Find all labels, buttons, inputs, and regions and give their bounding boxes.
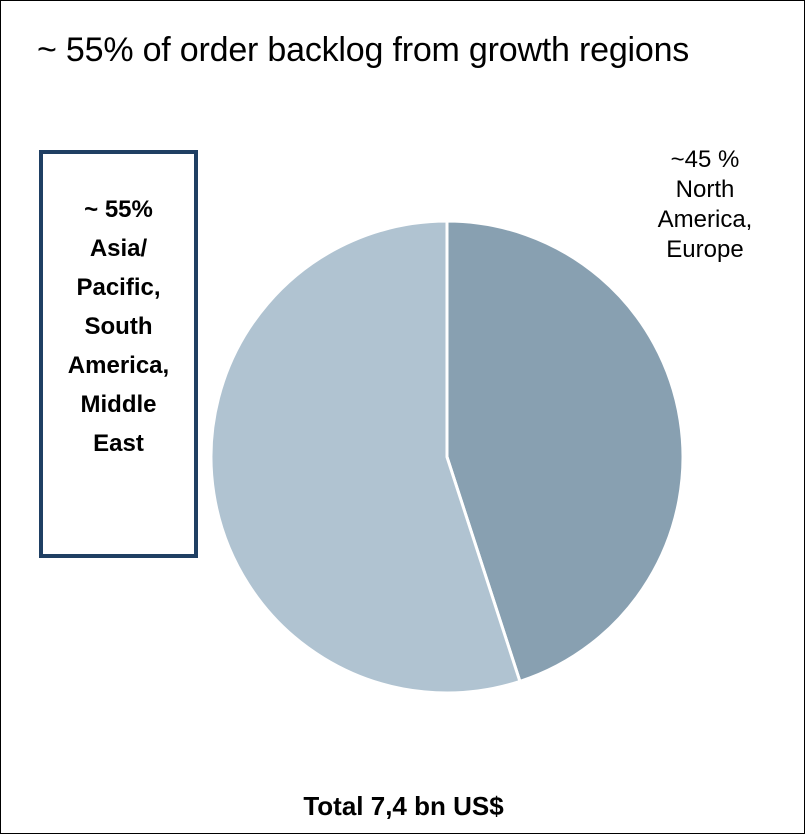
north-america-europe-label: ~45 % North America, Europe	[635, 145, 775, 265]
growth-regions-label-line: Middle	[80, 391, 157, 418]
pie-slice-growth-regions	[209, 219, 522, 695]
growth-regions-label-line: Pacific,	[76, 274, 161, 301]
slide-title: ~ 55% of order backlog from growth regio…	[37, 31, 690, 69]
north-america-europe-label-line: America,	[657, 206, 753, 233]
north-america-europe-label-line: Europe	[666, 236, 744, 263]
total-label: Total 7,4 bn US$	[303, 791, 504, 821]
north-america-europe-label-line: North	[675, 176, 735, 203]
growth-regions-label-line: Asia/	[89, 235, 148, 262]
growth-regions-label-line: South	[84, 313, 153, 340]
north-america-europe-label-line: ~45 %	[670, 146, 740, 173]
growth-regions-label-line: East	[93, 430, 144, 457]
growth-regions-callout-box: ~ 55% Asia/ Pacific, South America, Midd…	[39, 150, 198, 558]
growth-regions-label-line: America,	[67, 352, 170, 379]
growth-regions-label-line: ~ 55%	[84, 196, 153, 223]
growth-regions-label: ~ 55% Asia/ Pacific, South America, Midd…	[43, 190, 194, 463]
pie-slice-north-america-europe	[445, 219, 685, 683]
